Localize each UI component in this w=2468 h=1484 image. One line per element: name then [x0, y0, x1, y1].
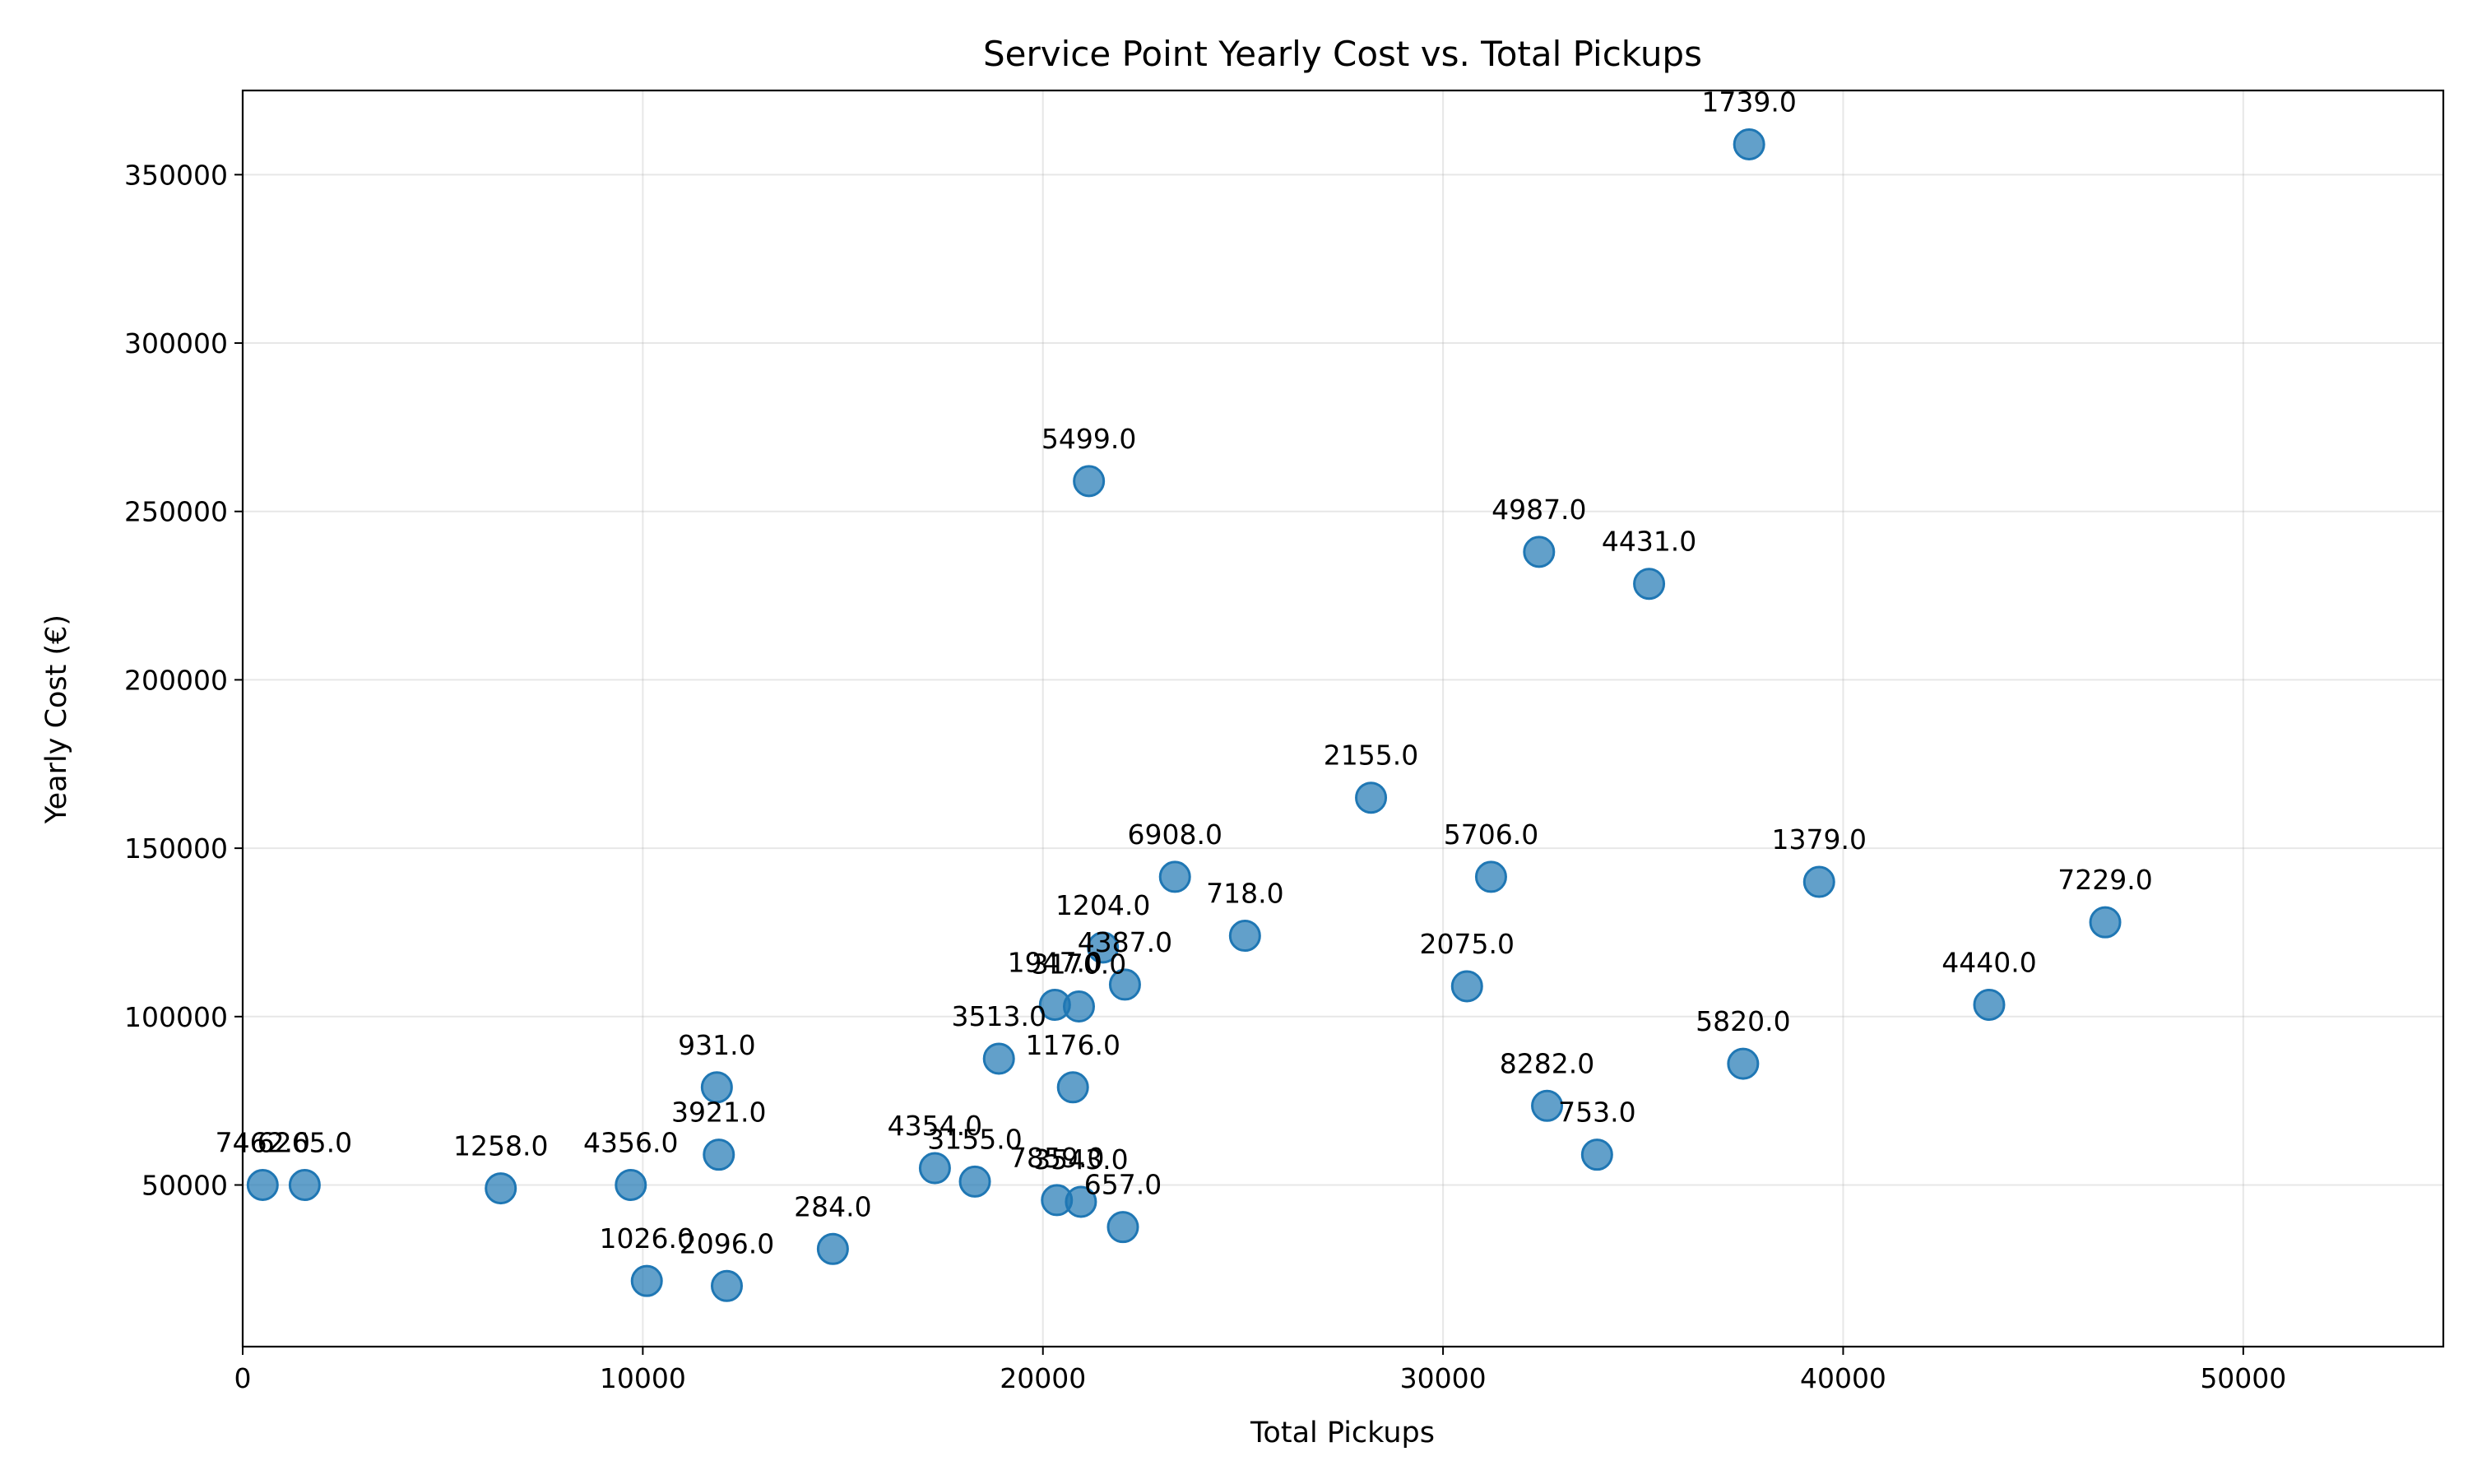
data-point — [711, 1269, 743, 1302]
data-point — [1580, 1139, 1613, 1171]
data-point — [982, 1042, 1015, 1075]
data-point — [1733, 128, 1765, 161]
data-point — [246, 1168, 279, 1201]
data-point — [1087, 931, 1120, 964]
data-point — [1727, 1047, 1760, 1080]
data-point — [1108, 968, 1141, 1001]
data-point — [1633, 568, 1666, 601]
data-point — [1802, 865, 1835, 898]
y-tick-label: 150000 — [124, 832, 228, 865]
x-axis-title: Total Pickups — [1250, 1417, 1435, 1449]
data-point — [1474, 860, 1507, 893]
data-point-label: 1204.0 — [1055, 889, 1150, 921]
x-tick-label: 10000 — [600, 1362, 686, 1394]
data-point-label: 4431.0 — [1602, 526, 1696, 558]
data-point — [615, 1168, 647, 1201]
data-point — [630, 1264, 663, 1297]
data-point-label: 5820.0 — [1696, 1005, 1790, 1037]
data-point-label: 4440.0 — [1941, 946, 2036, 978]
data-point — [1073, 465, 1106, 498]
data-point — [485, 1172, 517, 1205]
data-point — [1973, 988, 2006, 1021]
data-point — [958, 1165, 991, 1198]
data-point — [1158, 860, 1191, 893]
data-point-label: 718.0 — [1206, 878, 1283, 910]
x-tick-label: 50000 — [2200, 1362, 2286, 1394]
data-point — [2089, 906, 2122, 939]
data-point-label: 4387.0 — [1078, 926, 1172, 958]
data-point — [1450, 970, 1483, 1003]
data-point-label: 7859.0 — [1009, 1142, 1104, 1174]
data-point — [1531, 1089, 1564, 1122]
x-tick-label: 30000 — [1400, 1362, 1487, 1394]
data-point-label: 3921.0 — [671, 1097, 766, 1129]
y-tick-label: 300000 — [124, 327, 228, 359]
data-point-label: 7229.0 — [2057, 864, 2152, 896]
data-point-label: 284.0 — [794, 1190, 871, 1222]
y-tick-label: 200000 — [124, 664, 228, 696]
point-layer — [246, 128, 2122, 1302]
y-axis-title: Yearly Cost (€) — [40, 614, 73, 824]
data-point-label: 1026.0 — [599, 1222, 694, 1254]
data-point — [918, 1152, 951, 1185]
data-point-label: 5706.0 — [1444, 819, 1538, 851]
data-point — [1228, 920, 1261, 953]
data-point — [816, 1232, 849, 1265]
data-point — [1065, 1185, 1097, 1218]
data-point-label: 3513.0 — [951, 1000, 1046, 1032]
x-tick-label: 40000 — [1800, 1362, 1886, 1394]
data-point-label: 657.0 — [1084, 1169, 1162, 1201]
tick-layer: 0 10000 20000 30000 40000 50000 50000 100000 150… — [124, 159, 2286, 1394]
data-point-label: 3170.0 — [1032, 948, 1126, 981]
data-point-label: 4356.0 — [583, 1126, 678, 1158]
data-point-label: 2096.0 — [680, 1227, 774, 1259]
y-tick-label: 250000 — [124, 496, 228, 528]
data-point-label: 1947.0 — [1008, 946, 1102, 978]
data-point — [1056, 1071, 1089, 1104]
plot-frame — [241, 89, 2445, 1348]
data-point-label: 3543.0 — [1033, 1143, 1128, 1176]
data-point-label: 5499.0 — [1041, 423, 1136, 455]
data-point — [700, 1071, 733, 1104]
data-point-label: 1379.0 — [1772, 823, 1867, 856]
data-point — [288, 1168, 321, 1201]
data-point-label: 3155.0 — [927, 1123, 1022, 1155]
data-point-label: 931.0 — [678, 1029, 755, 1061]
x-tick-label: 20000 — [1000, 1362, 1086, 1394]
data-point-label: 7462.0 — [216, 1126, 310, 1158]
grid-layer — [242, 90, 2443, 1347]
data-point — [703, 1139, 735, 1171]
chart-title: Service Point Yearly Cost vs. Total Pick… — [983, 34, 1702, 74]
data-point-label: 8282.0 — [1500, 1047, 1594, 1079]
data-point — [1523, 536, 1556, 568]
data-point-label: 1258.0 — [453, 1130, 548, 1162]
data-point — [1063, 990, 1095, 1023]
data-point — [1106, 1211, 1139, 1244]
y-tick-label: 350000 — [124, 159, 228, 191]
y-tick-label: 50000 — [141, 1169, 228, 1201]
y-tick-label: 100000 — [124, 1001, 228, 1033]
data-point-label: 4987.0 — [1491, 494, 1586, 526]
data-point-label: 2075.0 — [1420, 928, 1515, 960]
data-point-label: 6265.0 — [257, 1126, 352, 1158]
data-point-label: 4354.0 — [888, 1110, 982, 1142]
data-point-label: 1176.0 — [1025, 1029, 1120, 1061]
data-point — [1355, 781, 1388, 814]
data-point-label: 753.0 — [1558, 1097, 1635, 1129]
x-tick-label: 0 — [234, 1362, 252, 1394]
data-point-label: 2155.0 — [1324, 740, 1418, 772]
data-point-label: 6908.0 — [1127, 819, 1222, 851]
